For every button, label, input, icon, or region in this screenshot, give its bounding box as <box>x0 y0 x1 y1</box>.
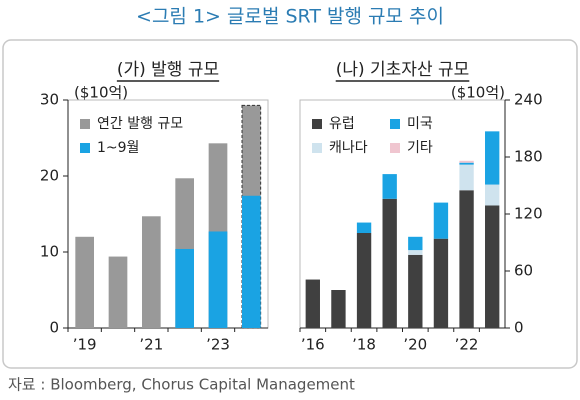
bar <box>331 290 346 328</box>
y-tick-label: 120 <box>514 205 543 223</box>
x-tick-label: ’21 <box>139 336 163 354</box>
y-unit: ($10억) <box>74 84 128 102</box>
bar <box>208 231 228 328</box>
plot-frame <box>67 99 269 329</box>
legend-swatch <box>80 143 90 153</box>
x-tick-label: ’18 <box>352 336 376 354</box>
y-tick-label: 60 <box>514 262 533 280</box>
bar <box>433 238 449 328</box>
bar <box>408 250 423 255</box>
panel-title: (가) 발행 규모 <box>117 60 219 80</box>
bar <box>485 184 500 206</box>
bar <box>175 248 194 328</box>
bar <box>485 131 500 185</box>
bar <box>433 202 449 239</box>
legend-label: 캐나다 <box>329 140 368 156</box>
x-tick-label: ’20 <box>403 336 427 354</box>
legend-label: 1~9월 <box>97 140 139 156</box>
plot-frame <box>299 99 506 329</box>
panel-frame <box>2 39 578 369</box>
bar <box>459 162 474 165</box>
bar <box>485 205 500 328</box>
bar <box>305 279 320 328</box>
y-tick-label: 0 <box>514 319 524 337</box>
y-tick-label: 20 <box>40 167 59 185</box>
source: 자료 : Bloomberg, Chorus Capital Managemen… <box>8 376 355 394</box>
bar <box>108 256 128 328</box>
y-tick-label: 30 <box>40 91 59 109</box>
bar <box>356 222 372 233</box>
x-tick-label: ’16 <box>301 336 325 354</box>
x-tick-label: ’22 <box>455 336 479 354</box>
panel-title: (나) 기초자산 규모 <box>336 60 470 80</box>
legend-swatch <box>312 119 322 129</box>
bar <box>459 160 474 163</box>
y-tick-label: 240 <box>514 91 543 109</box>
legend-swatch <box>390 143 400 153</box>
legend-label: 기타 <box>407 140 433 156</box>
bar <box>459 190 474 328</box>
bar <box>382 198 397 328</box>
bar <box>142 216 161 328</box>
legend-label: 미국 <box>407 116 433 132</box>
bar <box>356 233 372 328</box>
x-tick-label: ’23 <box>206 336 230 354</box>
legend-swatch <box>80 119 90 129</box>
y-tick-label: 180 <box>514 148 543 166</box>
bar <box>382 174 397 199</box>
bar <box>242 195 261 328</box>
y-tick-label: 10 <box>40 243 59 261</box>
y-unit: ($10억) <box>451 84 505 102</box>
x-tick-label: ’19 <box>73 336 97 354</box>
bar <box>75 236 94 328</box>
legend-label: 유럽 <box>329 116 355 132</box>
legend-swatch <box>312 143 322 153</box>
bar <box>459 164 474 191</box>
legend-label: 연간 발행 규모 <box>97 116 183 132</box>
bar <box>408 236 423 251</box>
bar <box>408 254 423 328</box>
figure-title: <그림 1> 글로벌 SRT 발행 규모 추이 <box>136 6 444 28</box>
legend-swatch <box>390 119 400 129</box>
y-tick-label: 0 <box>49 319 59 337</box>
